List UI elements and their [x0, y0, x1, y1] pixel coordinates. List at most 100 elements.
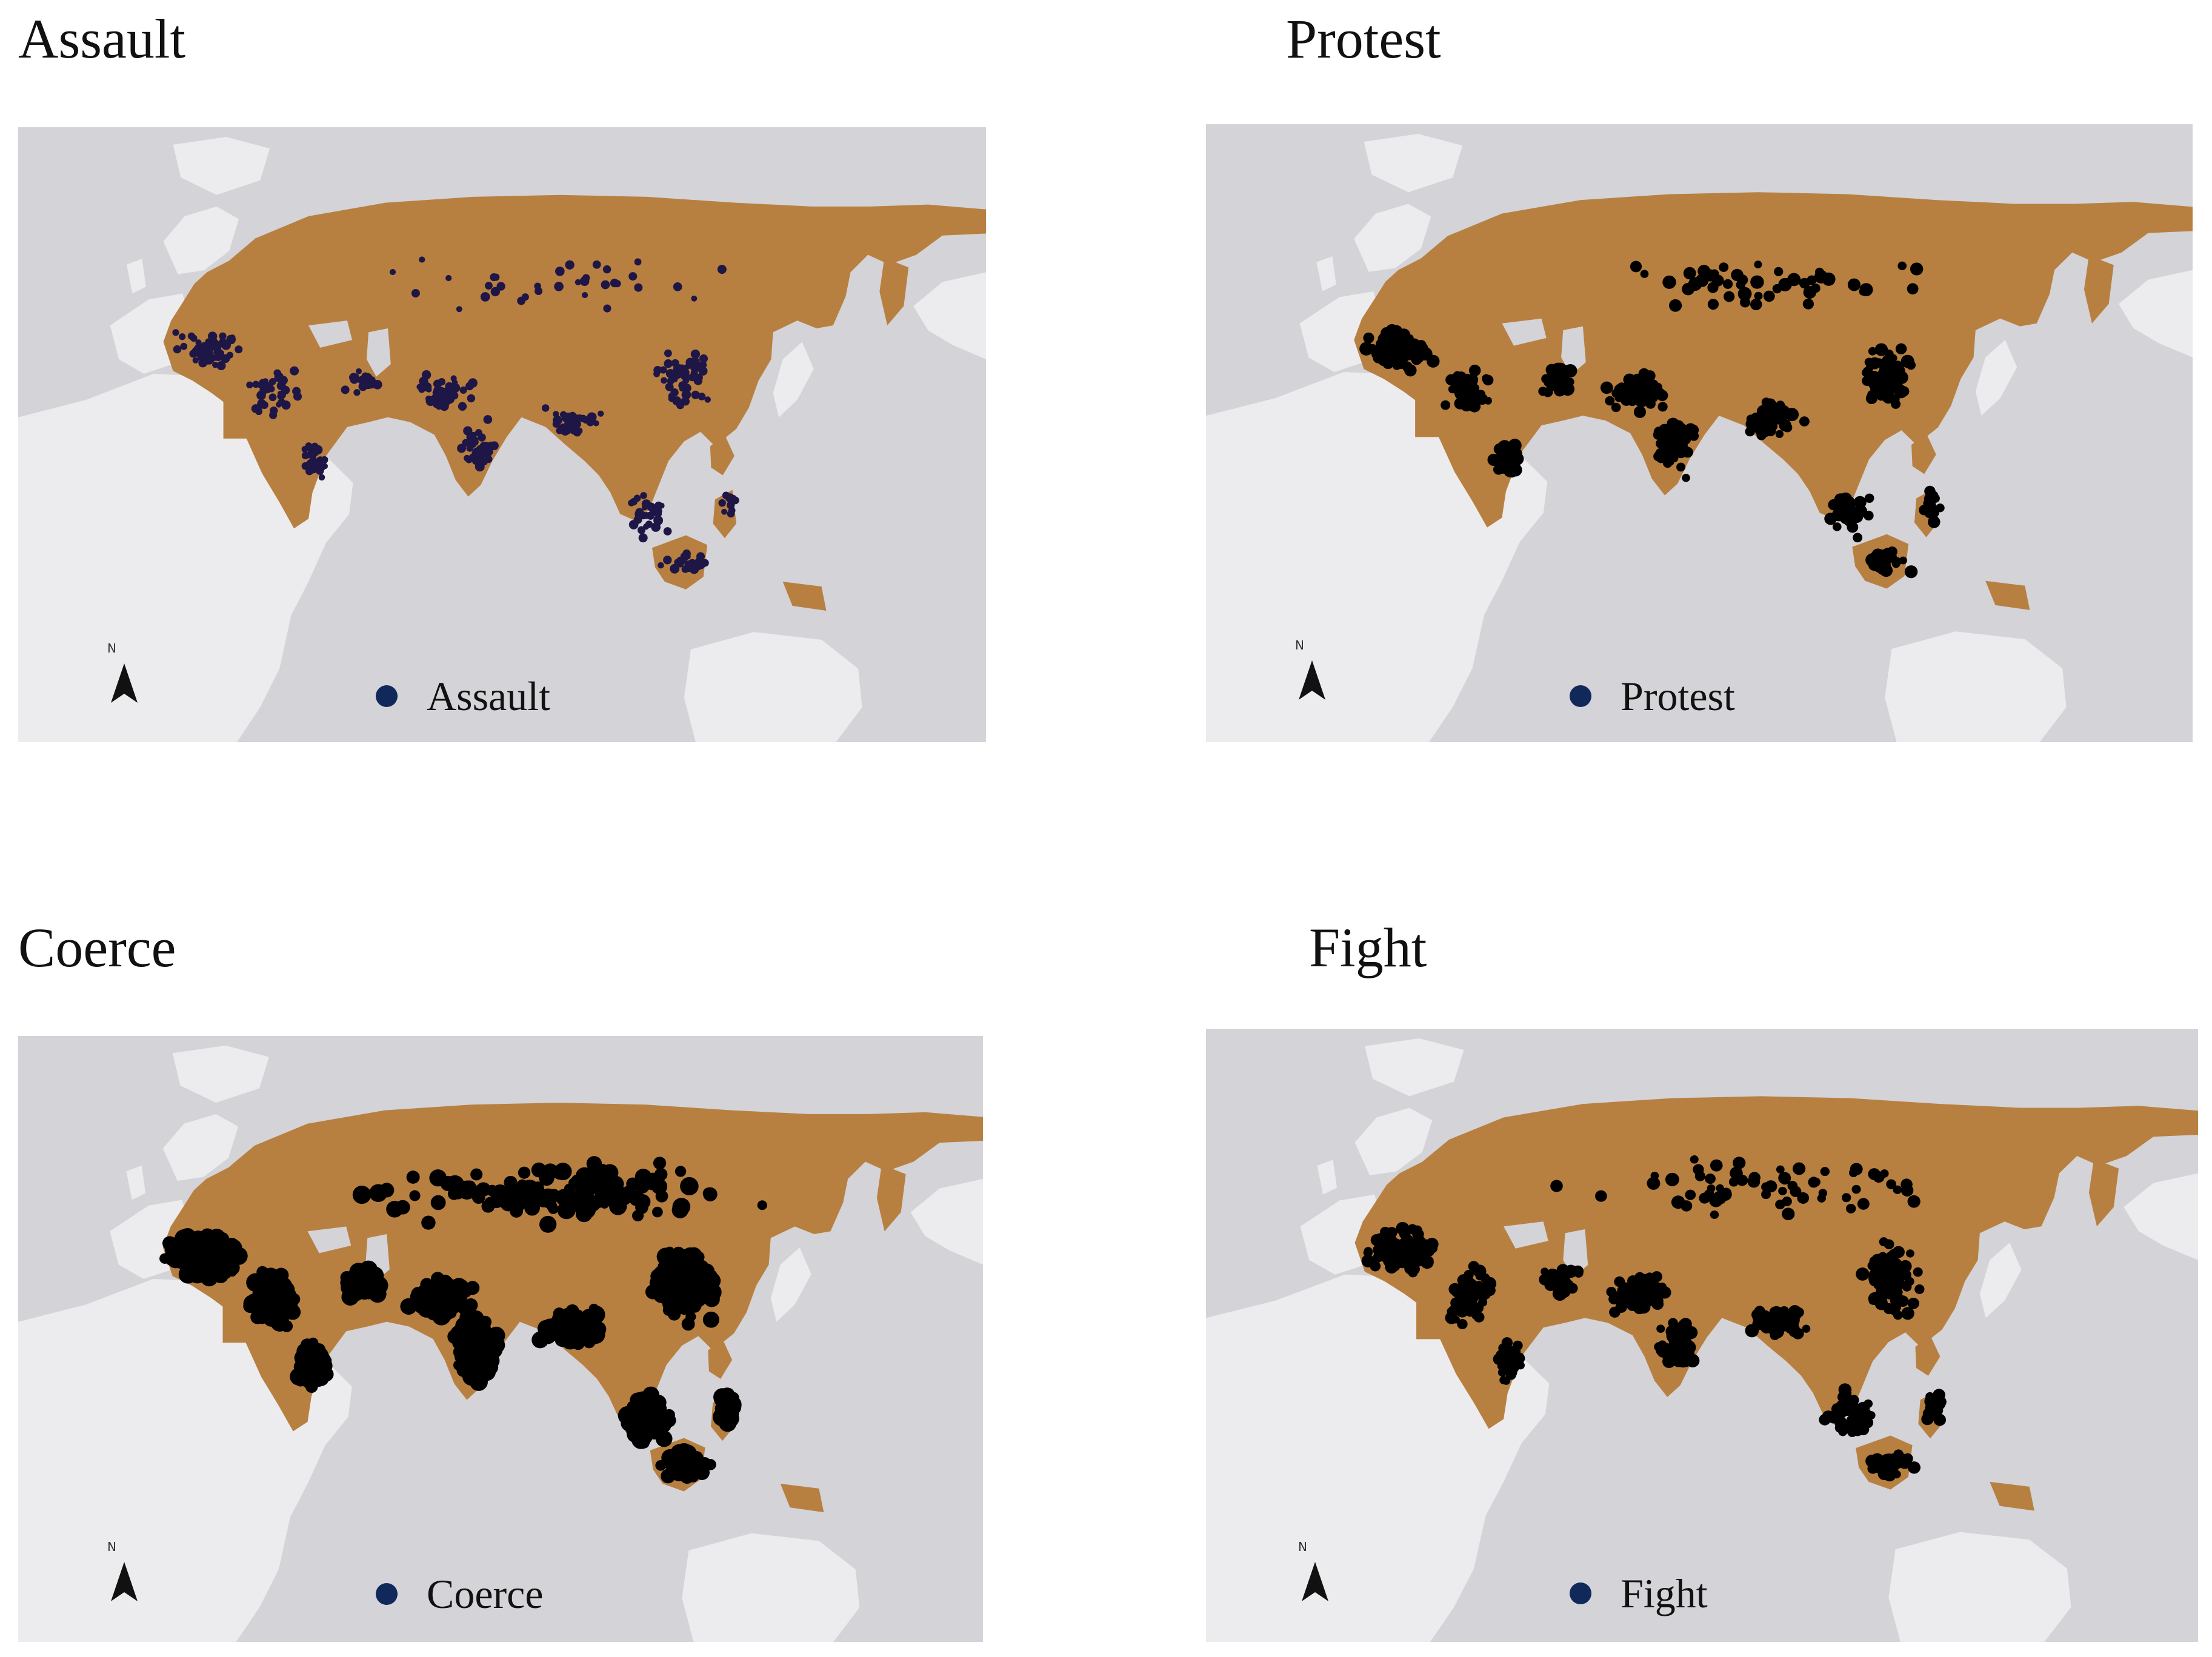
event-point: [721, 508, 727, 515]
event-point: [1899, 1260, 1912, 1273]
event-point: [172, 1246, 190, 1264]
event-point: [290, 366, 299, 376]
event-point: [262, 378, 269, 385]
legend-fight: Fight: [1570, 1573, 1708, 1614]
caspian-water: [1561, 326, 1586, 375]
event-point: [691, 295, 698, 302]
event-point: [675, 1166, 687, 1177]
event-point: [685, 553, 691, 560]
event-point: [1901, 354, 1914, 368]
event-point: [361, 372, 370, 380]
event-point: [717, 265, 727, 274]
event-point: [1886, 1179, 1897, 1189]
event-point: [419, 256, 425, 263]
event-points: [159, 1156, 767, 1484]
event-point: [1771, 1306, 1782, 1315]
event-point: [1880, 1467, 1891, 1478]
event-point: [713, 1390, 730, 1407]
event-point: [1839, 499, 1854, 513]
event-point: [1563, 364, 1577, 378]
event-point: [1502, 459, 1516, 472]
event-point: [1709, 1194, 1723, 1207]
event-point: [1541, 1267, 1549, 1276]
event-points: [172, 256, 739, 574]
event-point: [1779, 419, 1791, 432]
event-point: [1639, 1293, 1652, 1306]
event-point: [673, 282, 682, 291]
event-point: [671, 1201, 688, 1218]
event-point: [1640, 270, 1649, 278]
event-point: [1401, 339, 1414, 353]
event-point: [341, 385, 350, 394]
event-point: [1907, 1195, 1921, 1208]
event-point: [1637, 395, 1647, 404]
event-point: [1467, 1291, 1479, 1303]
legend-dot: [376, 1583, 398, 1605]
event-point: [1421, 1243, 1432, 1255]
event-point: [638, 1438, 650, 1449]
event-point: [695, 557, 704, 566]
event-point: [476, 1360, 495, 1378]
event-point: [658, 562, 664, 569]
event-point: [1672, 422, 1685, 434]
event-point: [570, 425, 579, 435]
map-canvas-assault: [18, 127, 986, 742]
event-point: [1761, 1189, 1771, 1200]
event-point: [531, 1162, 547, 1178]
event-point: [1665, 1172, 1679, 1187]
event-point: [1904, 565, 1918, 579]
event-point: [1832, 522, 1842, 531]
event-point: [1636, 380, 1645, 389]
event-point: [468, 378, 478, 388]
event-point: [705, 1459, 716, 1470]
panel-title-coerce: Coerce: [18, 917, 176, 978]
event-point: [707, 1270, 718, 1280]
event-point: [475, 456, 481, 462]
event-point: [639, 511, 647, 520]
event-point: [591, 1196, 604, 1209]
event-point: [1897, 1453, 1907, 1463]
map-panel-coerce: N Coerce: [18, 1036, 983, 1642]
event-point: [1901, 1307, 1914, 1320]
event-point: [1906, 1249, 1914, 1258]
event-point: [663, 527, 672, 536]
event-point: [1868, 1297, 1877, 1305]
event-point: [1361, 1254, 1375, 1267]
event-point: [490, 273, 498, 282]
event-point: [702, 1311, 719, 1328]
event-point: [548, 1189, 561, 1201]
event-point: [1775, 430, 1784, 439]
event-point: [579, 414, 587, 423]
event-point: [1761, 397, 1771, 407]
event-point: [685, 1311, 696, 1322]
japan-landmass: [773, 342, 814, 417]
event-point: [1908, 1461, 1921, 1474]
event-point: [353, 373, 359, 380]
event-point: [1657, 402, 1668, 412]
event-point: [1893, 1185, 1902, 1194]
kamchatka-landmass: [2088, 1158, 2119, 1227]
event-point: [496, 282, 505, 291]
event-point: [1681, 1330, 1692, 1341]
event-point: [438, 391, 447, 400]
event-point: [1453, 382, 1463, 392]
event-point: [1856, 1267, 1870, 1281]
event-point: [678, 1303, 690, 1315]
event-point: [649, 1275, 665, 1290]
event-point: [670, 563, 680, 574]
legend-dot: [1570, 1582, 1591, 1604]
event-point: [1782, 1207, 1795, 1221]
event-point: [555, 266, 565, 276]
event-point: [703, 1187, 718, 1201]
legend-label: Protest: [1621, 673, 1735, 719]
event-point: [1553, 384, 1566, 397]
panel-title-assault: Assault: [18, 8, 185, 70]
event-point: [1768, 413, 1778, 422]
caspian-water: [366, 328, 391, 377]
event-point: [1399, 1229, 1410, 1240]
event-point: [1676, 462, 1686, 472]
event-point: [1633, 406, 1647, 418]
event-point: [1896, 371, 1905, 380]
event-point: [1384, 1252, 1397, 1266]
event-point: [462, 1332, 478, 1348]
